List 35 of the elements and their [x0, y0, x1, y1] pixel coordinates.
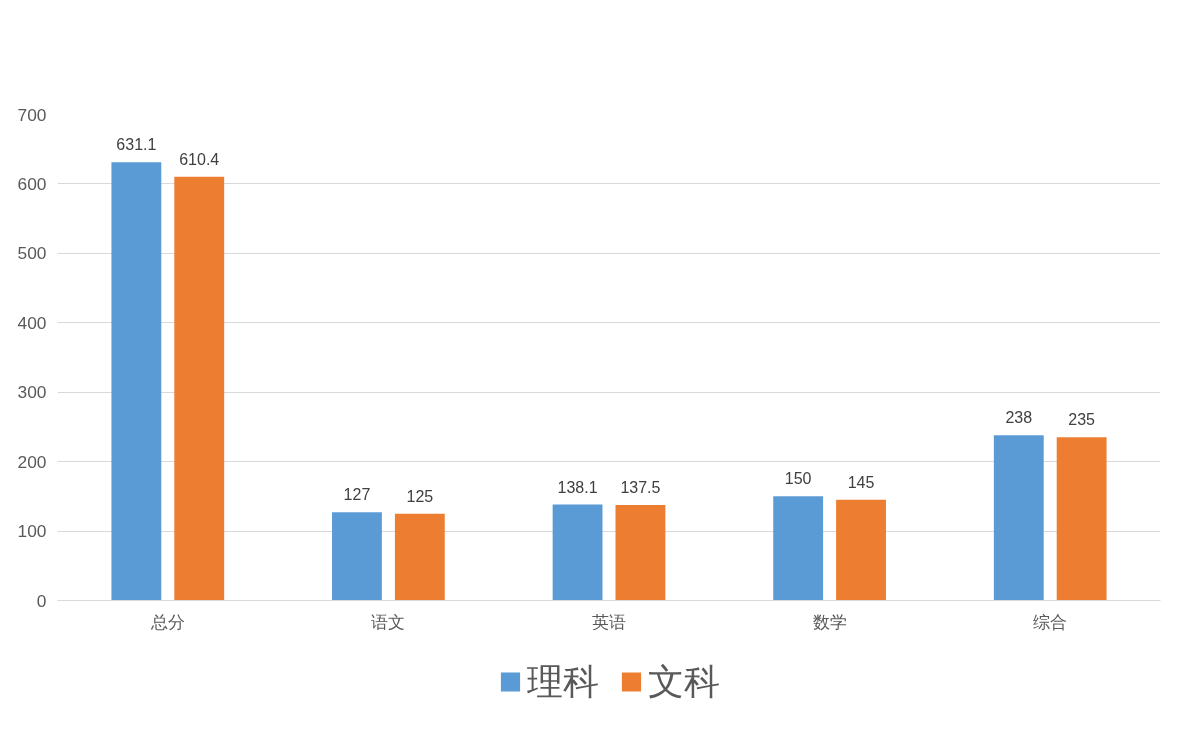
y-tick-label: 200 — [17, 451, 47, 472]
legend-label: 文科 — [647, 659, 720, 703]
y-tick-label: 400 — [17, 312, 47, 333]
data-label: 150 — [784, 470, 812, 488]
data-label: 138.1 — [557, 478, 598, 496]
x-tick-label: 数学 — [812, 611, 847, 632]
bar — [394, 513, 445, 601]
data-label: 238 — [1005, 409, 1033, 427]
y-tick-label: 500 — [17, 243, 47, 264]
bar — [773, 496, 824, 601]
data-label: 631.1 — [116, 136, 157, 154]
x-tick-label: 总分 — [149, 611, 185, 632]
data-label: 137.5 — [620, 479, 661, 497]
legend-label: 理科 — [526, 659, 599, 703]
y-tick-label: 600 — [17, 173, 47, 194]
x-tick-label: 语文 — [371, 611, 406, 632]
y-tick-label: 100 — [17, 521, 47, 542]
bar — [1056, 437, 1107, 601]
bar — [836, 499, 886, 601]
bar — [615, 505, 666, 601]
x-tick-label: 综合 — [1033, 611, 1068, 632]
data-label: 610.4 — [179, 150, 220, 168]
y-tick-label: 0 — [36, 590, 47, 611]
data-label: 145 — [847, 473, 875, 491]
bar — [552, 504, 603, 601]
y-tick-label: 700 — [17, 104, 47, 125]
bar — [332, 512, 382, 601]
y-tick-label: 300 — [17, 382, 47, 403]
data-label: 125 — [406, 487, 434, 505]
x-tick-label: 英语 — [592, 611, 626, 632]
bar — [174, 176, 225, 601]
bar — [993, 435, 1044, 601]
bar — [111, 162, 162, 601]
data-label: 235 — [1068, 411, 1096, 429]
data-label: 127 — [343, 486, 371, 504]
